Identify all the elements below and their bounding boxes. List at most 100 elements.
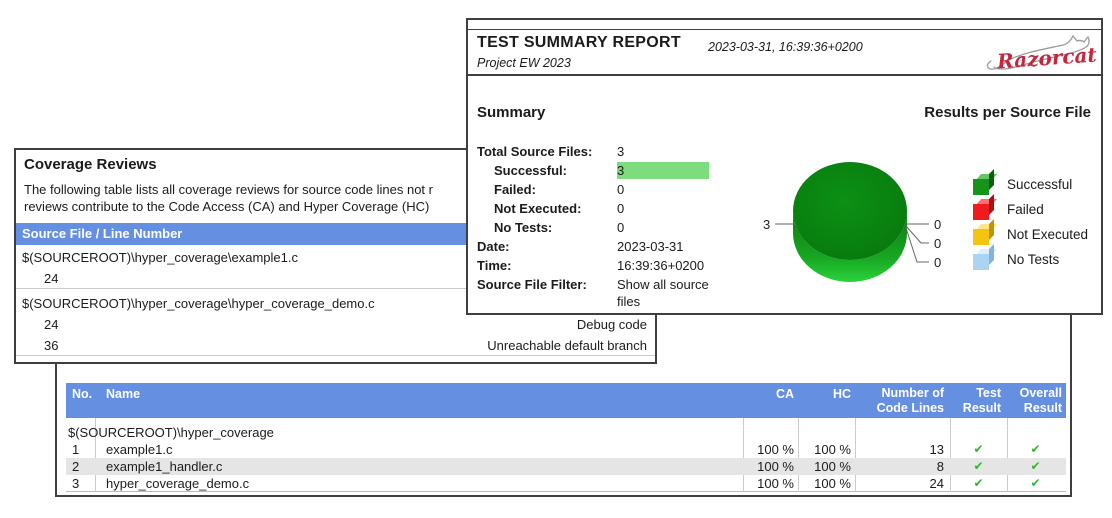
summary-row: No Tests: 0 [477,219,727,238]
summary-label: Time: [477,258,512,273]
legend-swatch-no-tests-icon [973,244,998,271]
legend-label: Successful [1007,177,1073,192]
cell-name: example1.c [106,442,173,457]
summary-label: Source File Filter: [477,277,587,292]
legend-item: Not Executed [973,219,1089,247]
summary-value: 16:39:36+0200 [617,258,705,273]
column-header-overall-result: Overall Result [1019,386,1062,415]
cell-ca: 100 % [757,459,794,474]
column-header-hc: HC [832,387,851,401]
legend-swatch-not-executed-icon [973,219,998,246]
legend-item: Successful [973,169,1088,197]
chart-legend: Successful Failed Not Executed No Tests [973,169,1089,272]
razorcat-logo: Razorcat [983,30,1097,74]
test-summary-report-page: TEST SUMMARY REPORT Project EW 2023 2023… [466,18,1103,315]
results-table-header: No. Name CA HC Number of Code Lines Test… [66,383,1066,418]
source-file-row: $(SOURCEROOT)\hyper_coverage\example1.c [22,250,298,265]
description-line: reviews contribute to the Code Access (C… [24,199,430,214]
cell-ca: 100 % [757,442,794,457]
chart-heading: Results per Source File [924,104,1091,121]
legend-swatch-successful-icon [973,169,998,196]
review-comment: Unreachable default branch [487,338,647,353]
summary-row: Date: 2023-03-31 [477,238,727,257]
summary-value: 0 [617,220,625,235]
summary-value: 3 [617,144,625,159]
summary-label: Date: [477,239,510,254]
column-header-test-result: Test Result [962,386,1001,415]
column-header-name: Name [106,387,141,401]
table-row: 2 example1_handler.c 100 % 100 % 8 ✔ ✔ [66,458,1066,475]
cell-code-lines: 8 [936,459,944,474]
source-file-row: $(SOURCEROOT)\hyper_coverage\hyper_cover… [22,296,375,311]
cell-hc: 100 % [814,442,851,457]
summary-label: Successful: [494,163,567,178]
report-datetime: 2023-03-31, 16:39:36+0200 [708,40,863,54]
summary-value: 2023-03-31 [617,239,684,254]
legend-item: Failed [973,194,1088,222]
table-row: 3 hyper_coverage_demo.c 100 % 100 % 24 ✔… [66,475,1066,492]
report-title: TEST SUMMARY REPORT [477,34,681,51]
summary-heading: Summary [477,104,546,121]
column-header-source-file: Source File / Line Number [22,226,183,241]
page-title: Coverage Reviews [24,156,157,173]
check-icon: ✔ [1030,459,1041,473]
line-number-row: 24 Debug code [16,314,655,335]
cell-code-lines: 13 [929,442,944,457]
results-table-gridlines [66,418,1066,492]
pie-top [793,162,907,260]
legend-label: No Tests [1007,252,1060,267]
cell-hc: 100 % [814,476,851,491]
coverage-table-body: $(SOURCEROOT)\hyper_coverage\example1.c … [16,247,655,360]
line-number: 24 [44,317,59,332]
summary-table: Total Source Files: 3 Successful: 3 Fail… [477,143,727,310]
summary-label: Not Executed: [494,201,582,216]
description-line: The following table lists all coverage r… [24,182,433,197]
summary-row: Source File Filter: Show all source file… [477,276,727,310]
project-name: Project EW 2023 [477,56,571,70]
cell-hc: 100 % [814,459,851,474]
summary-label: Failed: [494,182,536,197]
summary-row: Successful: 3 [477,162,727,181]
check-icon: ✔ [973,442,984,456]
legend-label: Failed [1007,202,1044,217]
pie-chart-icon: 3 0 0 0 [763,162,941,282]
cell-no: 1 [72,442,80,457]
legend-item: No Tests [973,244,1088,272]
column-header-ca: CA [775,387,794,401]
cell-name: hyper_coverage_demo.c [106,476,250,491]
line-number-row: 24 [16,268,655,289]
summary-row: Not Executed: 0 [477,200,727,219]
check-icon: ✔ [973,459,984,473]
review-comment: Debug code [576,317,647,332]
group-path: $(SOURCEROOT)\hyper_coverage [68,425,274,440]
pie-side [793,211,907,282]
pie-label-successful: 3 [763,217,770,232]
legend-swatch-failed-icon [973,194,998,221]
cat-icon [986,34,1090,70]
report-header: TEST SUMMARY REPORT Project EW 2023 2023… [468,29,1101,76]
cell-no: 3 [72,476,80,491]
summary-value: 0 [617,201,625,216]
coverage-description: The following table lists all coverage r… [24,181,433,215]
line-number-row: 36 Unreachable default branch [16,335,655,356]
table-row: 1 example1.c 100 % 100 % 13 ✔ ✔ [66,441,1066,458]
summary-row: Failed: 0 [477,181,727,200]
summary-row: Total Source Files: 3 [477,143,727,162]
results-group-row: $(SOURCEROOT)\hyper_coverage [66,424,1066,441]
cell-no: 2 [72,459,80,474]
line-number: 24 [44,271,59,286]
summary-row: Time: 16:39:36+0200 [477,257,727,276]
pie-label-no-tests: 0 [934,255,941,270]
column-header-no: No. [72,387,93,401]
summary-value-highlighted: 3 [617,162,709,179]
check-icon: ✔ [973,476,984,490]
cell-name: example1_handler.c [106,459,223,474]
summary-label: Total Source Files: [477,144,593,159]
pie-chart: 3 0 0 0 [753,146,953,294]
check-icon: ✔ [1030,442,1041,456]
legend-label: Not Executed [1007,227,1089,242]
summary-value: 0 [617,182,625,197]
check-icon: ✔ [1030,476,1041,490]
summary-label: No Tests: [494,220,553,235]
